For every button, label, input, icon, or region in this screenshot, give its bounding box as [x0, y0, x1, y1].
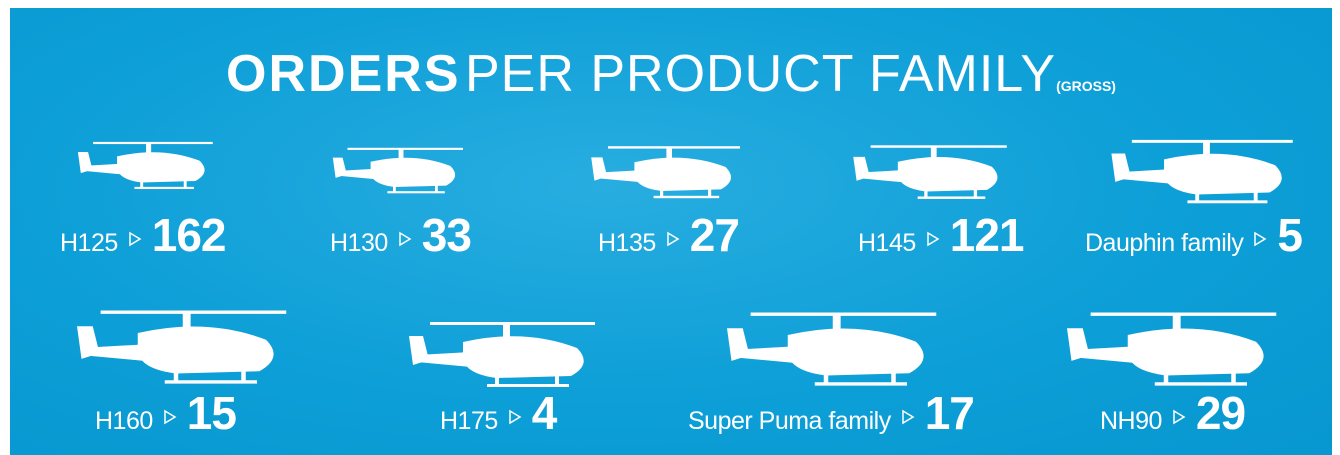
- product-item: H125 162: [60, 208, 226, 262]
- arrow-icon: [1172, 409, 1186, 425]
- product-name: H125: [60, 229, 118, 258]
- order-count: 29: [1196, 386, 1245, 440]
- product-name: H175: [440, 407, 498, 436]
- product-item: Dauphin family 5: [1085, 208, 1302, 262]
- helicopter-icon: [333, 148, 463, 194]
- order-count: 5: [1277, 208, 1302, 262]
- product-item: Super Puma family 17: [688, 386, 974, 440]
- product-item: H145 121: [858, 208, 1024, 262]
- product-item: H135 27: [598, 208, 739, 262]
- helicopter-icon: [78, 142, 213, 189]
- product-item: H175 4: [440, 386, 556, 440]
- product-name: Super Puma family: [688, 407, 891, 436]
- helicopter-icon: [1111, 140, 1292, 203]
- title-note: (GROSS): [1056, 78, 1116, 94]
- title-light: PER PRODUCT FAMILY: [465, 45, 1056, 103]
- product-item: H130 33: [330, 208, 471, 262]
- helicopter-icon: [727, 313, 936, 386]
- arrow-icon: [163, 409, 177, 425]
- arrow-icon: [1253, 231, 1267, 247]
- helicopter-icon: [1067, 313, 1276, 386]
- arrow-icon: [508, 409, 522, 425]
- infographic: ORDERS PER PRODUCT FAMILY(GROSS) H125 162…: [10, 8, 1332, 455]
- title: ORDERS PER PRODUCT FAMILY(GROSS): [10, 44, 1332, 104]
- arrow-icon: [398, 231, 412, 247]
- product-name: H135: [598, 229, 656, 258]
- order-count: 4: [532, 386, 557, 440]
- product-name: NH90: [1100, 407, 1162, 436]
- arrow-icon: [666, 231, 680, 247]
- order-count: 121: [950, 208, 1024, 262]
- order-count: 162: [152, 208, 226, 262]
- order-count: 27: [690, 208, 739, 262]
- product-name: H160: [95, 407, 153, 436]
- product-name: H145: [858, 229, 916, 258]
- helicopter-icon: [591, 146, 740, 198]
- product-name: H130: [330, 229, 388, 258]
- title-bold: ORDERS: [226, 45, 460, 103]
- order-count: 17: [925, 386, 974, 440]
- order-count: 15: [187, 386, 236, 440]
- arrow-icon: [901, 409, 915, 425]
- helicopter-icon: [77, 311, 286, 384]
- arrow-icon: [128, 231, 142, 247]
- product-item: H160 15: [95, 386, 236, 440]
- order-count: 33: [422, 208, 471, 262]
- helicopter-icon: [409, 322, 595, 387]
- product-item: NH90 29: [1100, 386, 1245, 440]
- helicopter-icon: [853, 145, 1006, 199]
- arrow-icon: [926, 231, 940, 247]
- product-name: Dauphin family: [1085, 229, 1243, 258]
